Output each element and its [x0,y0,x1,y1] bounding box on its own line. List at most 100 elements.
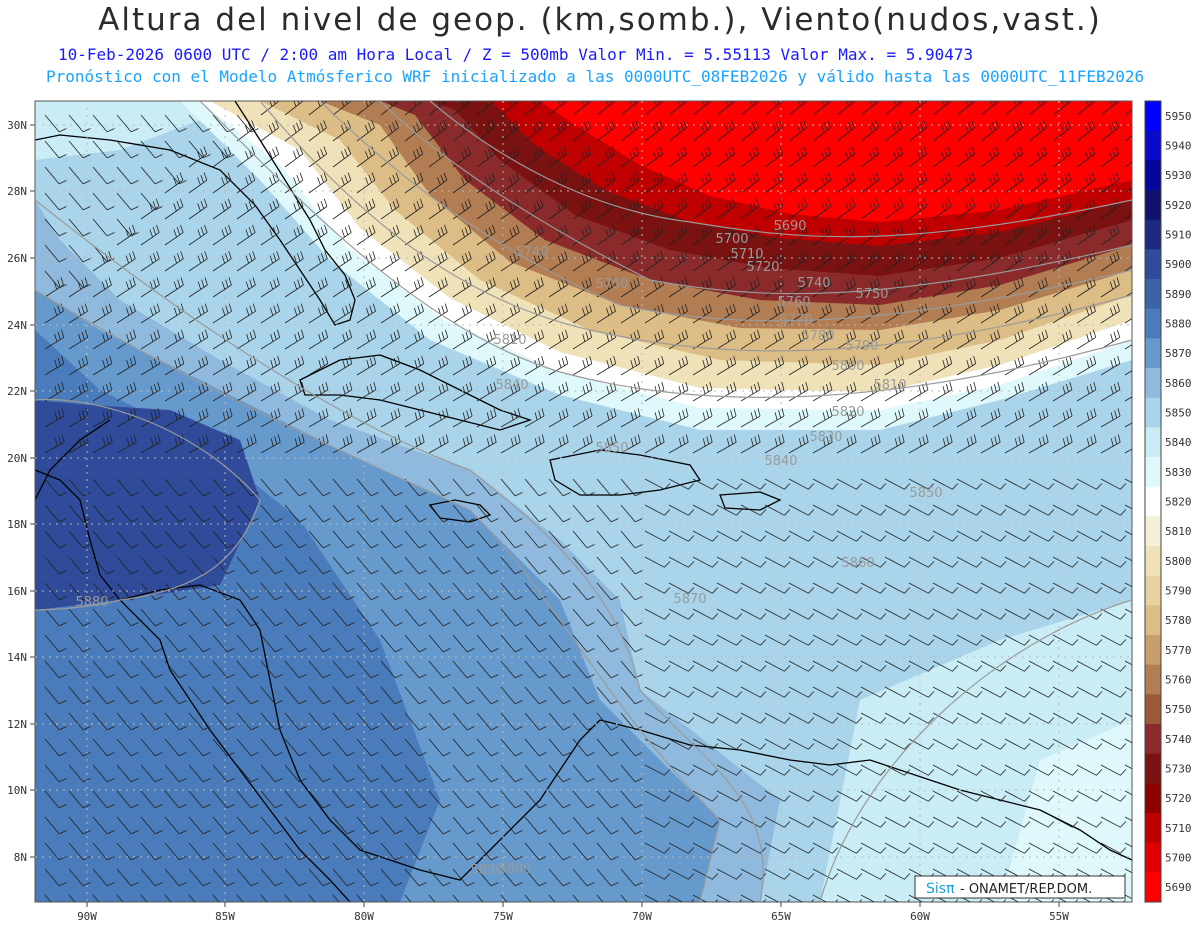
wind-barb [1028,146,1048,168]
barb-flag [610,544,619,549]
barb-flag [561,305,565,314]
wind-barb [116,504,139,523]
wind-barb [68,556,91,575]
barb-flag [197,177,201,185]
wind-barb [1004,101,1023,116]
barb-flag [323,146,328,155]
barb-flag [397,408,401,417]
barb-flag [968,148,972,157]
barb-flag [442,726,451,731]
barb-staff [740,686,761,698]
barb-flag [994,436,998,445]
barb-flag [844,125,849,133]
barb-flag [1085,229,1089,238]
barb-flag [1072,717,1079,724]
barb-flag [226,544,235,549]
wind-barb [476,530,499,549]
barb-flag [461,101,465,107]
barb-staff [1076,686,1097,698]
wind-barb [524,686,547,705]
barb-flag [585,331,589,340]
wind-barb [116,114,139,133]
barb-flag [1020,329,1025,338]
wind-barb [740,556,767,568]
barb-flag [805,355,809,364]
wind-barb [668,504,695,516]
barb-flag [856,587,863,594]
barb-flag [396,224,400,233]
barb-flag [757,101,759,102]
barb-staff [164,634,180,653]
wind-barb [524,224,544,246]
barb-flag [941,101,945,107]
wind-barb [116,790,139,809]
barb-flag [85,382,89,390]
wind-barb [164,172,184,194]
wind-barb [68,686,91,705]
barb-flag [657,101,660,105]
barb-staff [836,556,857,568]
barb-flag [485,281,490,290]
barb-flag [321,253,325,262]
wind-barb [476,382,497,402]
wind-barb [836,329,857,350]
barb-flag [417,331,421,340]
wind-barb [452,355,473,376]
barb-flag [346,544,355,549]
wind-barb [812,634,839,646]
wind-barb [284,146,304,168]
barb-flag [992,227,997,235]
barb-flag [202,752,211,757]
wind-barb [932,686,959,698]
barb-flag [294,412,298,421]
barb-flag [609,279,613,288]
barb-flag [942,438,946,447]
barb-flag [1020,277,1024,286]
wind-barb [236,634,259,653]
barb-flag [952,509,959,516]
barb-staff [356,686,372,705]
wind-barb [92,434,113,454]
barb-staff [140,504,156,523]
wind-barb [308,172,328,194]
barb-flag [397,101,399,102]
wind-barb [932,251,952,272]
barb-flag [1115,146,1120,155]
barb-flag [868,125,873,133]
barb-staff [524,556,540,575]
wind-barb [860,738,887,750]
barb-flag [318,307,322,316]
barb-flag [712,561,719,568]
barb-flag [366,386,370,394]
barb-flag [1021,382,1025,390]
barb-flag [856,665,863,672]
wind-barb [1124,109,1132,116]
wind-barb [92,478,115,497]
wind-barb [740,329,761,350]
barb-flag [222,438,226,447]
barb-flag [654,359,658,368]
barb-flag [320,174,324,183]
barb-flag [949,434,953,443]
barb-flag [153,331,157,340]
barb-flag [489,357,493,366]
wind-barb [668,764,695,776]
barb-flag [538,700,547,705]
wind-barb [860,660,887,672]
barb-flag [249,253,253,262]
wind-barb [812,790,839,802]
barb-flag [659,146,664,155]
barb-flag [606,438,610,447]
barb-flag [1114,436,1118,445]
wind-barb [932,408,953,428]
barb-flag [54,438,58,447]
barb-staff [908,608,929,620]
barb-staff [452,660,468,679]
barb-flag [757,382,761,390]
barb-flag [1120,665,1127,672]
barb-staff [140,634,156,653]
barb-flag [589,408,593,417]
barb-flag [250,570,259,575]
barb-flag [821,177,825,185]
barb-staff [764,608,785,620]
